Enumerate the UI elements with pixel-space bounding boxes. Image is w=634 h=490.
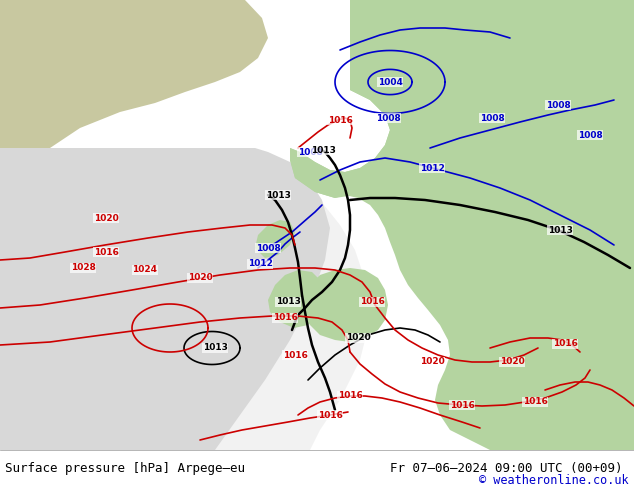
Text: 1008: 1008 (256, 244, 280, 252)
Text: 1020: 1020 (346, 334, 370, 343)
Text: 1008: 1008 (297, 147, 322, 156)
Polygon shape (0, 148, 330, 450)
Text: 1016: 1016 (273, 314, 297, 322)
Text: 1013: 1013 (202, 343, 228, 352)
Polygon shape (255, 220, 295, 258)
Text: © weatheronline.co.uk: © weatheronline.co.uk (479, 474, 629, 487)
Text: 1020: 1020 (420, 358, 444, 367)
Polygon shape (268, 270, 325, 328)
Polygon shape (290, 0, 435, 198)
Text: 1012: 1012 (420, 164, 444, 172)
Text: 1013: 1013 (266, 191, 290, 199)
Text: 1024: 1024 (133, 266, 157, 274)
Text: 1008: 1008 (375, 114, 401, 122)
Polygon shape (0, 148, 370, 450)
Text: 1016: 1016 (522, 397, 547, 407)
Text: Surface pressure [hPa] Arpege–eu: Surface pressure [hPa] Arpege–eu (5, 462, 245, 475)
Text: 1013: 1013 (548, 225, 573, 235)
Text: 1008: 1008 (480, 114, 505, 122)
Text: 1020: 1020 (94, 214, 119, 222)
Text: 1016: 1016 (337, 392, 363, 400)
Text: 1016: 1016 (359, 297, 384, 307)
Text: 1016: 1016 (94, 247, 119, 256)
Text: 1016: 1016 (553, 340, 578, 348)
Polygon shape (305, 268, 388, 342)
Text: 1020: 1020 (188, 273, 212, 283)
Text: 1016: 1016 (328, 116, 353, 124)
Text: 1016: 1016 (450, 400, 474, 410)
Text: 1016: 1016 (283, 350, 307, 360)
Text: 1013: 1013 (276, 297, 301, 307)
Text: 1008: 1008 (546, 100, 571, 109)
Text: 1004: 1004 (378, 77, 403, 87)
Text: 1016: 1016 (318, 411, 342, 419)
Text: 1013: 1013 (311, 146, 335, 154)
Polygon shape (290, 0, 634, 450)
Text: 1028: 1028 (70, 264, 96, 272)
Text: Fr 07–06–2024 09:00 UTC (00+09): Fr 07–06–2024 09:00 UTC (00+09) (390, 462, 623, 475)
Polygon shape (0, 0, 35, 80)
Polygon shape (0, 0, 268, 175)
Text: 1008: 1008 (578, 130, 602, 140)
Text: 1020: 1020 (500, 358, 524, 367)
Text: 1012: 1012 (247, 260, 273, 269)
